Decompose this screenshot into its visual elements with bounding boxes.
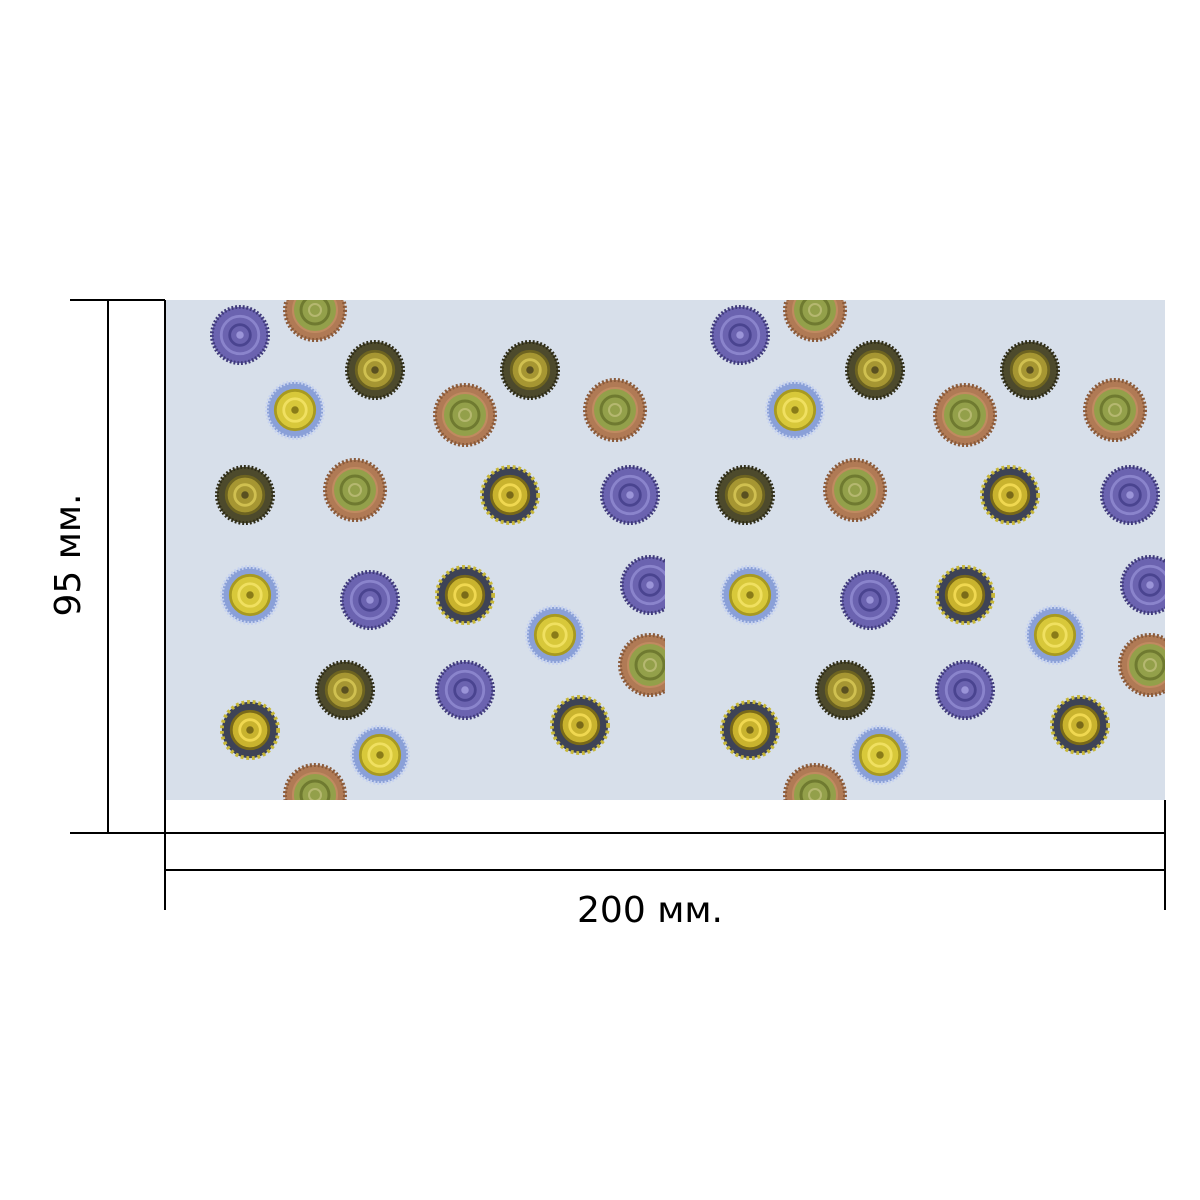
width-label: 200 мм. xyxy=(577,890,723,931)
product-surface xyxy=(165,300,1165,800)
height-dimension: 95 мм. xyxy=(48,299,165,834)
height-label: 95 мм. xyxy=(48,493,89,616)
width-dimension: 200 мм. xyxy=(164,300,1166,931)
